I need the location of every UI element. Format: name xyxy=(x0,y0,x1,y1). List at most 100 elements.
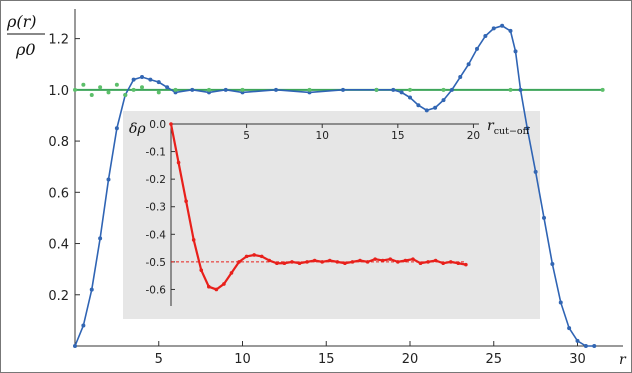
inset-point xyxy=(259,254,264,259)
inset-ticks: 5 10 15 20 0.0 -0.1 -0.2 -0.3 -0.4 -0.5 -0.6 xyxy=(146,119,481,296)
x-tick-label: 10 xyxy=(234,352,251,367)
blue-point xyxy=(449,87,454,92)
inset-y-axis-label: δρ xyxy=(129,121,146,137)
inset-y-tick-label: -0.3 xyxy=(146,202,167,214)
inset-x-tick-label: 5 xyxy=(243,130,250,142)
inset-point xyxy=(396,260,400,264)
inset-background xyxy=(123,111,540,319)
blue-point xyxy=(341,87,345,92)
green-point xyxy=(123,92,128,97)
inset-x-tick-label: 10 xyxy=(316,130,329,142)
blue-point xyxy=(525,126,530,131)
inset-y-tick-label: -0.5 xyxy=(146,257,167,269)
y-axis-label-numerator: ρ(r) xyxy=(6,12,37,31)
inset-point xyxy=(327,258,332,263)
blue-point xyxy=(89,287,94,292)
green-point xyxy=(131,87,136,92)
inset-point xyxy=(282,261,287,266)
blue-point xyxy=(441,98,446,103)
blue-point xyxy=(148,77,153,82)
inset-point xyxy=(418,261,423,266)
inset-point xyxy=(237,260,241,264)
green-point xyxy=(240,87,245,92)
inset-y-tick-label: -0.2 xyxy=(146,174,167,186)
inset-y-tick-label: -0.6 xyxy=(146,284,167,296)
blue-point xyxy=(391,87,396,92)
y-tick-label: 0.8 xyxy=(48,135,69,150)
blue-point xyxy=(424,108,429,113)
y-tick-label: 0.6 xyxy=(48,186,69,201)
inset-point xyxy=(275,261,279,266)
inset-point xyxy=(464,262,468,267)
y-tick-label: 0.4 xyxy=(48,238,69,253)
inset-point xyxy=(297,261,302,266)
blue-point xyxy=(583,344,588,348)
blue-point xyxy=(408,95,412,100)
inset-point xyxy=(290,260,294,264)
inset-point xyxy=(380,258,385,263)
y-tick-label: 1.0 xyxy=(48,84,69,99)
inset-point xyxy=(229,271,234,275)
inset-point xyxy=(365,260,370,264)
blue-point xyxy=(533,169,538,174)
inset-point xyxy=(184,199,188,204)
inset-point xyxy=(267,258,272,263)
blue-point xyxy=(223,87,228,92)
inset-point xyxy=(411,257,415,261)
inset-point xyxy=(305,260,309,264)
green-point xyxy=(140,85,144,90)
inset-point xyxy=(373,257,377,261)
blue-point xyxy=(81,323,86,328)
green-point xyxy=(114,82,119,87)
x-axis-label: r xyxy=(619,352,627,368)
x-tick-label: 25 xyxy=(485,352,502,367)
blue-point xyxy=(542,215,546,220)
green-point xyxy=(73,87,77,92)
inset-point xyxy=(403,258,408,263)
inset-point xyxy=(199,268,204,272)
main-ticks: 5 10 15 20 25 30 0.2 0.4 0.6 0.8 1.0 1.2 xyxy=(48,33,585,367)
main-series xyxy=(73,23,605,348)
inset-point xyxy=(456,261,461,266)
inset-x-axis-label: rcut−off xyxy=(487,118,531,137)
inset-point xyxy=(252,253,256,257)
inset-point xyxy=(176,160,181,165)
blue-point xyxy=(518,87,523,92)
green-point xyxy=(89,92,94,97)
blue-point xyxy=(458,75,463,80)
inset-y-tick-label: -0.1 xyxy=(146,147,167,159)
inset-x-axis-label-sub: cut−off xyxy=(494,126,531,137)
x-tick-label: 30 xyxy=(569,352,586,367)
inset-x-axis-label-r: r xyxy=(487,118,495,134)
blue-point xyxy=(592,344,597,348)
green-point xyxy=(173,87,178,92)
green-point xyxy=(408,87,412,92)
blue-point xyxy=(575,338,580,343)
blue-point xyxy=(98,236,103,241)
x-tick-label: 20 xyxy=(402,352,419,367)
blue-point xyxy=(483,34,488,39)
y-tick-label: 1.2 xyxy=(48,33,69,48)
blue-point xyxy=(416,103,421,108)
blue-point xyxy=(156,80,161,85)
inset-point xyxy=(350,260,355,264)
inset-point xyxy=(191,238,196,242)
inset-y-tick-label: -0.4 xyxy=(146,229,167,241)
blue-point xyxy=(114,126,119,131)
blue-point xyxy=(491,26,496,31)
blue-point xyxy=(513,49,518,54)
blue-point xyxy=(567,326,572,331)
inset-curve xyxy=(169,123,467,291)
inset-point xyxy=(335,260,340,264)
inset-point xyxy=(207,284,211,289)
inset-point xyxy=(426,260,430,264)
green-point xyxy=(508,87,513,92)
blue-point xyxy=(475,46,479,51)
green-point xyxy=(600,87,605,92)
blue-point xyxy=(550,262,555,267)
green-point xyxy=(307,87,312,92)
blue-point xyxy=(274,87,278,92)
blue-point xyxy=(165,85,170,90)
inset-point xyxy=(358,258,362,263)
